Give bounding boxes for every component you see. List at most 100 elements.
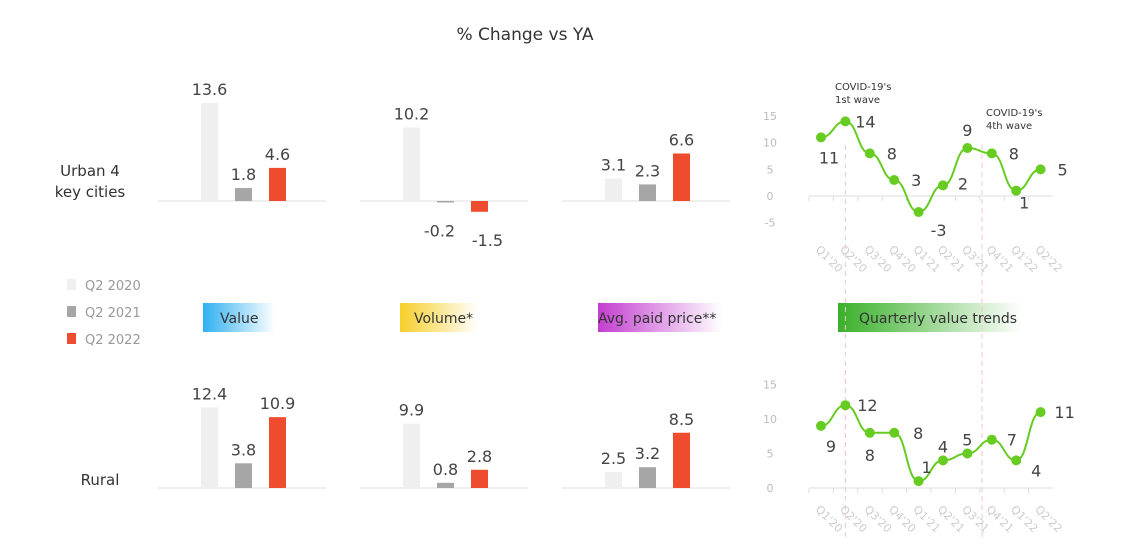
bar-value-label: 2.8 — [467, 447, 492, 466]
trend-value-label: 5 — [962, 431, 972, 450]
trend-value-label: 9 — [962, 121, 972, 140]
trend-value-label: 11 — [1054, 403, 1074, 422]
bar-value-label: 0.8 — [433, 460, 458, 479]
bar-value-label: 10.2 — [394, 105, 430, 124]
trend-point — [962, 143, 973, 154]
trend-value-label: 5 — [1058, 160, 1068, 179]
bar-value-label: 12.4 — [192, 384, 228, 403]
trend-point — [864, 427, 875, 438]
y-tick-label: 10 — [763, 137, 777, 150]
legend-label: Q2 2022 — [85, 333, 141, 348]
trend-point — [962, 448, 973, 459]
row-label-rural: Rural — [81, 471, 120, 489]
section-label-bg — [400, 303, 478, 332]
trend-point — [816, 420, 826, 431]
trend-value-label: 1 — [1019, 194, 1029, 213]
bar — [235, 463, 252, 488]
x-tick-label: Q2'22 — [1032, 503, 1064, 535]
trend-point — [938, 180, 948, 191]
bar — [437, 201, 454, 203]
x-tick-label: Q2'22 — [1032, 243, 1064, 275]
legend-label: Q2 2021 — [85, 306, 141, 321]
bar-value-label: 3.1 — [601, 156, 626, 175]
bar — [403, 127, 420, 201]
section-label: Quarterly value trends — [859, 311, 1017, 327]
y-tick-label: -5 — [765, 217, 776, 230]
bar — [605, 471, 622, 488]
trend-point — [1011, 455, 1022, 466]
bar-value-label: 1.8 — [231, 165, 256, 184]
bar-value-label: 10.9 — [260, 394, 296, 413]
bar — [269, 167, 286, 201]
bar — [201, 103, 218, 201]
trend-value-label: 9 — [826, 437, 836, 456]
trend-value-label: 12 — [857, 396, 877, 415]
bar-value-label: 8.5 — [669, 410, 694, 429]
legend-swatch — [67, 306, 76, 317]
bar-value-label: 2.5 — [601, 449, 626, 468]
trend-point — [816, 132, 826, 143]
section-label: Volume* — [414, 311, 473, 327]
trend-value-label: 8 — [887, 144, 897, 163]
bar-value-label: 3.2 — [635, 444, 660, 463]
bar-value-label: -1.5 — [472, 231, 503, 250]
trend-point — [938, 455, 948, 466]
legend-swatch — [67, 333, 76, 344]
bar — [437, 482, 454, 488]
bar-value-label: 6.6 — [669, 130, 694, 149]
legend-swatch — [67, 279, 76, 290]
trend-value-label: 11 — [819, 148, 839, 167]
bar — [269, 417, 286, 488]
trend-point — [1035, 164, 1046, 175]
section-label: Avg. paid price** — [598, 311, 716, 327]
bar-value-label: 3.8 — [231, 440, 256, 459]
trend-point — [913, 206, 924, 217]
trend-value-label: 8 — [1009, 144, 1019, 163]
row-label-urban-1: Urban 4 — [60, 162, 120, 180]
trend-point — [986, 148, 997, 159]
bar — [201, 407, 218, 488]
trend-point — [864, 148, 875, 159]
trend-point — [889, 175, 900, 186]
y-tick-label: 0 — [767, 482, 774, 495]
annotation-label: COVID-19's — [986, 108, 1042, 119]
trend-line — [820, 404, 1041, 483]
trend-point — [889, 427, 900, 438]
bar — [471, 201, 488, 212]
bar — [639, 467, 656, 488]
trend-value-label: 8 — [865, 446, 875, 465]
bar-value-label: 13.6 — [192, 80, 228, 99]
bar — [673, 432, 690, 488]
bar-value-label: 2.3 — [635, 161, 660, 180]
annotation-label: 1st wave — [835, 95, 880, 106]
annotation-label: COVID-19's — [835, 82, 891, 93]
bar — [471, 469, 488, 488]
legend-label: Q2 2020 — [85, 279, 141, 294]
trend-value-label: 4 — [1031, 461, 1041, 480]
y-tick-label: 15 — [763, 110, 777, 123]
trend-line — [820, 120, 1041, 213]
trend-value-label: 8 — [913, 424, 923, 443]
trend-value-label: 4 — [938, 437, 948, 456]
bar — [235, 188, 252, 201]
chart-title: % Change vs YA — [456, 25, 593, 45]
trend-value-label: 1 — [922, 458, 932, 477]
bar — [639, 184, 656, 201]
section-label-bg — [838, 303, 1022, 332]
section-label-bg — [598, 303, 722, 332]
trend-value-label: -3 — [931, 221, 947, 240]
bar-value-label: 9.9 — [399, 401, 424, 420]
trend-value-label: 7 — [1007, 431, 1017, 450]
trend-point — [840, 400, 851, 411]
y-tick-label: 5 — [767, 163, 774, 176]
bar — [673, 153, 690, 201]
y-tick-label: 0 — [767, 190, 774, 203]
annotation-label: 4th wave — [986, 121, 1032, 132]
row-label-urban-2: key cities — [55, 183, 126, 201]
trend-point — [1035, 407, 1046, 418]
trend-point — [840, 116, 851, 127]
y-tick-label: 5 — [767, 448, 774, 461]
bar-value-label: 4.6 — [265, 145, 290, 164]
bar — [605, 178, 622, 201]
